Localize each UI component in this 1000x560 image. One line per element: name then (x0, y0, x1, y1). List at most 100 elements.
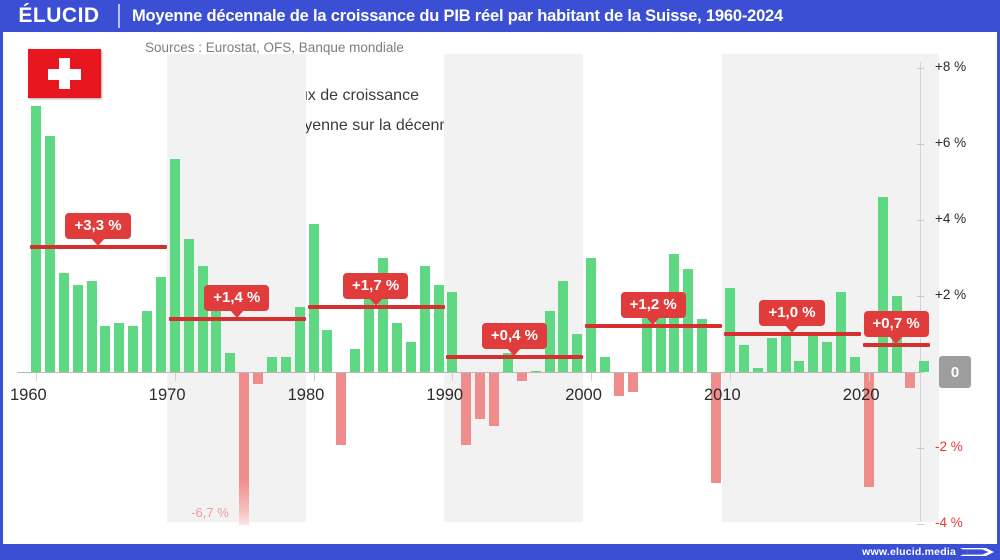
badge-pointer-icon (889, 336, 904, 345)
bar[interactable] (100, 326, 111, 372)
bar[interactable] (391, 322, 402, 372)
bar[interactable] (461, 373, 472, 446)
bar[interactable] (419, 265, 430, 372)
decade-average-badge: +0,7 % (863, 311, 929, 345)
bar[interactable] (558, 280, 569, 372)
bar[interactable] (627, 373, 638, 392)
y-axis-tick (917, 372, 924, 373)
bar[interactable] (322, 330, 333, 372)
decade-average-badge: +1,4 % (204, 284, 270, 318)
brand-divider (118, 4, 120, 28)
bar[interactable] (808, 334, 819, 372)
bar[interactable] (405, 341, 416, 372)
bar[interactable] (905, 373, 916, 389)
bar[interactable] (586, 258, 597, 372)
bar[interactable] (31, 106, 41, 372)
bar[interactable] (489, 373, 500, 427)
x-axis-tick (174, 373, 176, 381)
y-axis-tick (917, 144, 924, 145)
x-axis-tick (730, 373, 731, 381)
bar[interactable] (308, 223, 319, 372)
bar[interactable] (280, 356, 291, 372)
bar[interactable] (697, 318, 708, 372)
bar[interactable] (572, 334, 583, 372)
badge-pointer-icon (646, 317, 661, 326)
x-axis-label: 2020 (842, 386, 880, 404)
bar[interactable] (169, 159, 180, 372)
decade-band (722, 54, 861, 522)
zero-baseline (17, 372, 920, 373)
bar[interactable] (711, 373, 722, 484)
badge-pointer-icon (507, 347, 522, 356)
bar[interactable] (613, 373, 624, 396)
bar[interactable] (863, 373, 874, 487)
bar[interactable] (266, 356, 277, 372)
bar[interactable] (794, 360, 805, 372)
x-axis-tick (591, 373, 593, 381)
bar[interactable] (516, 373, 527, 381)
bar[interactable] (294, 307, 305, 372)
y-axis-tick (917, 68, 924, 69)
bar[interactable] (225, 353, 236, 372)
bar[interactable] (128, 326, 139, 372)
bar[interactable] (433, 284, 444, 372)
bar[interactable] (239, 373, 250, 525)
bar[interactable] (877, 197, 888, 372)
bar[interactable] (919, 360, 930, 372)
sources-note: Sources : Eurostat, OFS, Banque mondiale (145, 40, 404, 55)
y-axis-label: +6 % (935, 135, 967, 150)
decade-average-line (168, 316, 306, 321)
badge-pointer-icon (368, 298, 383, 307)
min-value-annotation: -6,7 % (191, 505, 229, 520)
y-axis-tick (917, 524, 924, 525)
elucid-arrow-icon (960, 548, 994, 556)
x-axis-label: 1970 (148, 386, 186, 404)
bar[interactable] (641, 296, 652, 372)
decade-average-badge: +0,4 % (481, 322, 547, 356)
bar[interactable] (378, 258, 388, 372)
bar[interactable] (530, 370, 541, 372)
bar[interactable] (752, 368, 763, 372)
bar[interactable] (253, 373, 264, 385)
footer-site-label: www.elucid.media (862, 546, 956, 558)
bar[interactable] (86, 280, 97, 372)
bar[interactable] (683, 269, 694, 372)
bar[interactable] (600, 356, 611, 372)
bar[interactable] (142, 311, 153, 372)
brand-logo: ÉLUCID (18, 4, 100, 27)
bar[interactable] (502, 353, 513, 372)
bar[interactable] (544, 311, 555, 372)
x-axis-label: 2000 (565, 386, 602, 404)
bar[interactable] (114, 322, 125, 372)
x-axis-label: 1980 (287, 386, 325, 404)
decade-average-badge: +1,7 % (343, 273, 409, 307)
bar[interactable] (44, 136, 55, 372)
bar[interactable] (766, 337, 777, 372)
x-axis-tick (452, 373, 454, 381)
bar[interactable] (655, 292, 666, 372)
bar[interactable] (58, 273, 69, 372)
decade-average-line (30, 244, 167, 249)
bar[interactable] (364, 280, 375, 372)
decade-average-line (307, 305, 445, 310)
bar[interactable] (211, 296, 222, 372)
badge-pointer-icon (91, 237, 106, 246)
bar[interactable] (72, 284, 83, 372)
bar[interactable] (155, 277, 166, 372)
bar[interactable] (183, 239, 194, 372)
bar[interactable] (336, 373, 347, 446)
bar[interactable] (780, 334, 791, 372)
y-axis-label: +4 % (935, 211, 967, 226)
bar[interactable] (447, 292, 458, 372)
bar[interactable] (822, 341, 833, 372)
x-axis-label: 1990 (426, 386, 464, 404)
y-axis-label: -4 % (935, 515, 963, 530)
bar[interactable] (738, 345, 749, 372)
bar[interactable] (475, 373, 486, 419)
bar[interactable] (849, 356, 860, 372)
badge-pointer-icon (785, 325, 800, 333)
bar[interactable] (725, 288, 735, 372)
chart-canvas: Sources : Eurostat, OFS, Banque mondiale… (3, 32, 997, 544)
x-axis-tick (313, 373, 315, 381)
bar[interactable] (350, 349, 361, 372)
